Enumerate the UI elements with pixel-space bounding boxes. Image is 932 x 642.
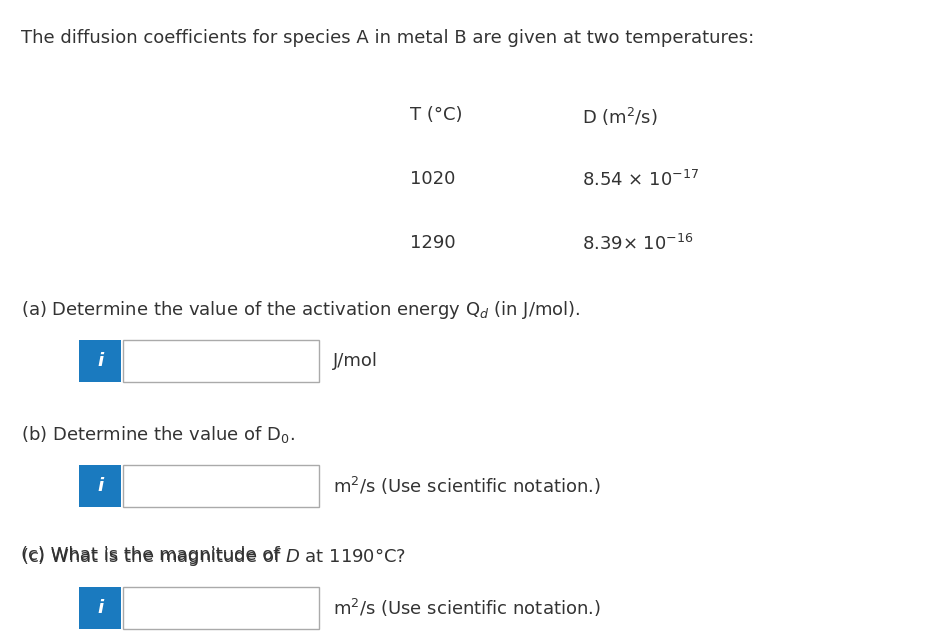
Text: (b) Determine the value of D$_0$.: (b) Determine the value of D$_0$. <box>21 424 295 445</box>
FancyBboxPatch shape <box>123 340 319 382</box>
Text: (c) What is the magnitude of: (c) What is the magnitude of <box>21 546 291 564</box>
Text: D (m$^2$/s): D (m$^2$/s) <box>582 106 658 128</box>
Text: (a) Determine the value of the activation energy Q$_d$ (in J/mol).: (a) Determine the value of the activatio… <box>21 299 580 320</box>
Text: 1020: 1020 <box>410 170 456 188</box>
FancyBboxPatch shape <box>79 587 121 629</box>
FancyBboxPatch shape <box>123 587 319 629</box>
Text: 8.54 $\times$ 10$^{-17}$: 8.54 $\times$ 10$^{-17}$ <box>582 170 700 190</box>
FancyBboxPatch shape <box>123 465 319 507</box>
Text: i: i <box>97 352 103 370</box>
Text: T (°C): T (°C) <box>410 106 462 124</box>
FancyBboxPatch shape <box>79 340 121 382</box>
Text: (c) What is the magnitude of $D$ at 1190°C?: (c) What is the magnitude of $D$ at 1190… <box>21 546 405 568</box>
Text: 1290: 1290 <box>410 234 456 252</box>
Text: J/mol: J/mol <box>333 352 377 370</box>
FancyBboxPatch shape <box>79 465 121 507</box>
Text: i: i <box>97 599 103 618</box>
Text: i: i <box>97 477 103 496</box>
Text: m$^2$/s (Use scientific notation.): m$^2$/s (Use scientific notation.) <box>333 597 600 620</box>
Text: m$^2$/s (Use scientific notation.): m$^2$/s (Use scientific notation.) <box>333 475 600 498</box>
Text: The diffusion coefficients for species A in metal B are given at two temperature: The diffusion coefficients for species A… <box>21 29 754 47</box>
Text: 8.39$\times$ 10$^{-16}$: 8.39$\times$ 10$^{-16}$ <box>582 234 694 254</box>
